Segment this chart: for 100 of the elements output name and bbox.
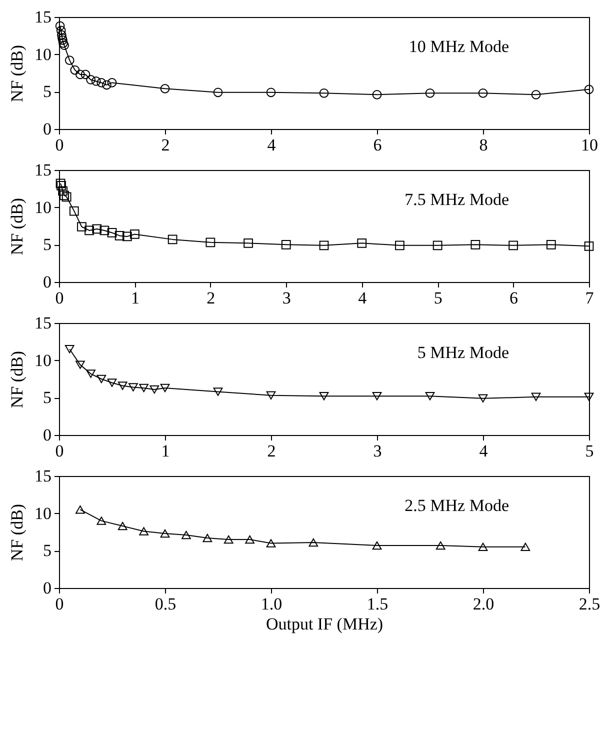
x-tick-label: 6	[373, 136, 382, 154]
point	[224, 535, 234, 544]
point	[107, 78, 117, 88]
point	[319, 392, 329, 400]
x-tick-label: 10	[581, 136, 598, 154]
point	[64, 345, 74, 354]
annotation: 7.5 MHz Mode	[404, 190, 509, 209]
point	[470, 240, 480, 250]
point	[308, 538, 318, 547]
point	[425, 392, 435, 400]
x-tick-label: 1	[161, 442, 170, 460]
y-axis-title: NF (dB)	[8, 350, 26, 408]
point	[372, 90, 382, 100]
point	[76, 70, 85, 80]
point	[139, 384, 148, 392]
point	[128, 383, 138, 392]
point	[56, 26, 66, 36]
point	[96, 374, 106, 384]
y-tick-label: 5	[43, 235, 52, 254]
point	[245, 535, 254, 544]
point	[432, 240, 442, 250]
point	[96, 78, 106, 88]
point	[160, 529, 170, 538]
point	[584, 84, 594, 94]
point	[531, 90, 541, 100]
point	[84, 226, 94, 236]
point	[508, 240, 518, 250]
point	[60, 190, 69, 200]
y-tick-label: 5	[43, 82, 52, 102]
x-tick-label: 6	[510, 288, 518, 308]
y-tick-label: 15	[34, 160, 52, 180]
point	[395, 240, 404, 250]
x-tick-label: 1.5	[366, 594, 388, 614]
point	[139, 527, 148, 536]
point	[69, 206, 79, 216]
x-tick-label: 2.0	[472, 594, 494, 614]
x-tick-label: 0.5	[154, 594, 176, 614]
point	[76, 505, 85, 514]
point	[202, 534, 212, 542]
point	[520, 542, 530, 552]
x-tick-label: 8	[479, 136, 488, 154]
point	[372, 392, 382, 400]
y-axis-title: NF (dB)	[8, 198, 26, 256]
point	[91, 76, 101, 86]
x-tick-label: 0	[55, 136, 64, 154]
y-tick-label: 0	[43, 426, 52, 444]
point	[206, 238, 216, 248]
point	[281, 240, 291, 250]
point	[86, 370, 96, 378]
annotation: 2.5 MHz Mode	[404, 496, 509, 515]
point	[182, 530, 191, 540]
x-tick-label: 5	[434, 288, 442, 308]
point	[70, 65, 80, 75]
point	[55, 21, 65, 31]
point	[77, 222, 86, 232]
point	[213, 88, 223, 98]
y-tick-label: 15	[34, 8, 52, 26]
point	[319, 88, 329, 98]
point	[114, 231, 124, 240]
y-tick-label: 5	[43, 541, 52, 560]
y-tick-label: 0	[43, 120, 52, 138]
y-tick-label: 10	[34, 350, 52, 370]
y-tick-label: 0	[43, 272, 52, 292]
point	[62, 192, 72, 202]
point	[122, 232, 132, 242]
y-axis-title: NF (dB)	[8, 44, 26, 102]
point	[64, 56, 74, 65]
point	[425, 88, 435, 98]
point	[478, 88, 488, 98]
point	[372, 541, 382, 550]
x-tick-label: 3	[373, 442, 382, 460]
point	[168, 234, 178, 244]
x-tick-label: 2	[267, 442, 276, 460]
point	[100, 226, 110, 236]
point	[80, 70, 90, 80]
x-tick-label: 4	[267, 136, 276, 154]
y-tick-label: 15	[34, 314, 52, 332]
x-tick-label: 0	[55, 594, 64, 614]
point	[130, 230, 140, 239]
x-tick-label: 1.0	[260, 594, 282, 614]
y-tick-label: 5	[43, 388, 52, 408]
point	[60, 40, 69, 50]
y-tick-label: 0	[43, 578, 52, 598]
y-tick-label: 10	[34, 44, 52, 64]
x-tick-label: 0	[55, 442, 64, 460]
point	[160, 384, 170, 392]
x-tick-label: 4	[358, 288, 368, 308]
point	[357, 238, 367, 248]
point	[546, 240, 556, 250]
point	[76, 360, 85, 369]
x-tick-label: 3	[282, 288, 291, 308]
x-axis-title: Output IF (MHz)	[266, 614, 384, 634]
y-tick-label: 15	[34, 466, 52, 486]
point	[92, 224, 102, 234]
point	[107, 378, 117, 387]
point	[102, 80, 112, 90]
point	[266, 88, 276, 98]
point	[160, 84, 170, 94]
point	[266, 391, 276, 400]
point	[107, 228, 117, 238]
